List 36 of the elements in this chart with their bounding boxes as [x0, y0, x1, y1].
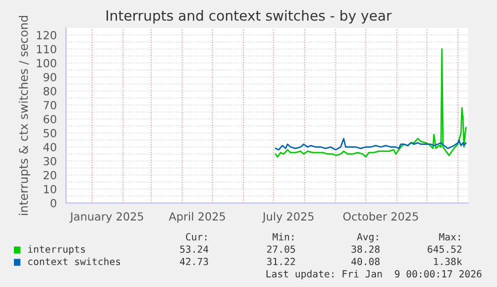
- x-tick-label: April 2025: [168, 212, 225, 223]
- text: 53.24: [180, 245, 208, 253]
- chart-title: Interrupts and context switches - by year: [106, 10, 392, 24]
- y-tick-label: 80: [44, 86, 56, 96]
- x-tick-label: July 2025: [262, 212, 314, 223]
- y-axis-title: interrupts & ctx switches / second: [18, 16, 30, 215]
- text: 38.28: [352, 245, 380, 253]
- text: 1.38k: [434, 258, 462, 266]
- legend-label: interrupts: [28, 245, 85, 255]
- text: Last update: Fri Jan 9 00:00:17 2026: [266, 270, 482, 280]
- legend-label: context switches: [28, 258, 120, 266]
- y-tick-label: 10: [44, 184, 56, 194]
- text: 42.73: [180, 258, 208, 266]
- text: Max:: [439, 233, 460, 240]
- y-tick-label: 110: [36, 44, 56, 54]
- y-tick-label: 50: [44, 128, 56, 138]
- y-tick-label: 120: [36, 30, 56, 40]
- y-tick-label: 100: [36, 58, 56, 68]
- x-tick-label: January 2025: [70, 212, 144, 223]
- line-series: [274, 48, 467, 158]
- text: Avg:: [356, 233, 378, 242]
- y-tick-label: 70: [44, 100, 56, 110]
- text: 27.05: [267, 245, 295, 253]
- text: Cur:: [186, 233, 206, 240]
- y-tick-label: 60: [44, 114, 56, 124]
- line-series: [274, 138, 467, 150]
- y-tick-label: 40: [43, 142, 56, 152]
- text: 40.08: [351, 258, 380, 266]
- y-tick-label: 90: [44, 72, 56, 82]
- x-tick-label: October 2025: [343, 212, 418, 221]
- y-tick-label: 30: [44, 156, 56, 166]
- text: 645.52: [428, 245, 462, 253]
- text: Min:: [272, 232, 294, 240]
- y-tick-label: 0: [50, 198, 56, 208]
- text: 31.22: [267, 258, 295, 266]
- y-tick-label: 20: [44, 170, 56, 180]
